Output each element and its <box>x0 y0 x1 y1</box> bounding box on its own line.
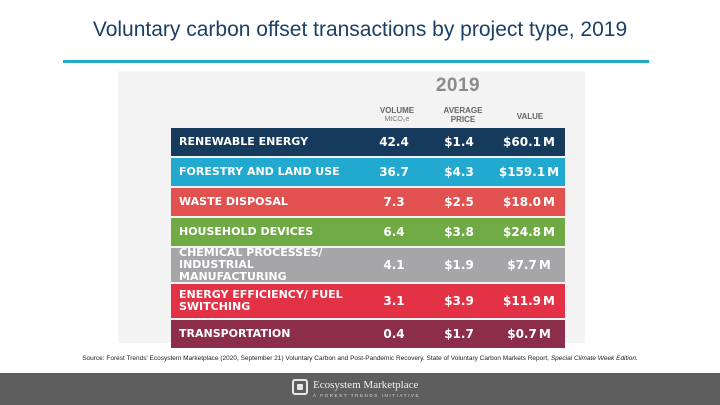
row-value: $7.7 M <box>493 248 565 282</box>
footer-bar <box>0 373 720 405</box>
row-category: HOUSEHOLD DEVICES <box>179 225 314 238</box>
table-row: ENERGY EFFICIENCY/ FUEL SWITCHING 3.1 $3… <box>171 284 565 318</box>
ecosystem-marketplace-logo: Ecosystem Marketplace A FOREST TRENDS IN… <box>292 378 442 402</box>
row-value-unit: M <box>543 135 555 149</box>
row-category: FORESTRY AND LAND USE <box>179 165 340 178</box>
header-average-price: AVERAGE PRICE <box>430 106 496 124</box>
table-row: HOUSEHOLD DEVICES 6.4 $3.8 $24.8 M <box>171 218 565 246</box>
row-volume: 3.1 <box>383 294 405 308</box>
row-value-amount: $159.1 <box>498 165 546 179</box>
source-italic: Special Climate Week Edition. <box>550 355 638 362</box>
project-type-table: RENEWABLE ENERGY 42.4 $1.4 $60.1 M FOREST… <box>171 128 565 350</box>
table-row: CHEMICAL PROCESSES/ INDUSTRIAL MANUFACTU… <box>171 246 565 283</box>
row-value: $18.0 M <box>493 188 565 216</box>
row-price: $1.4 <box>444 135 474 149</box>
header-value: VALUE <box>516 112 544 121</box>
row-value-amount: $0.7 <box>507 327 537 341</box>
source-citation: Source: Forest Trends' Ecosystem Marketp… <box>0 355 720 362</box>
row-value-amount: $60.1 <box>503 135 541 149</box>
row-value-unit: M <box>538 327 551 341</box>
table-row: RENEWABLE ENERGY 42.4 $1.4 $60.1 M <box>171 128 565 156</box>
row-volume: 4.1 <box>383 258 405 272</box>
row-volume: 7.3 <box>383 195 405 209</box>
row-price: $1.9 <box>444 258 474 272</box>
row-volume: 0.4 <box>383 327 405 341</box>
table-row: WASTE DISPOSAL 7.3 $2.5 $18.0 M <box>171 188 565 216</box>
logo-mark-icon <box>292 379 308 395</box>
row-value: $60.1 M <box>493 128 565 156</box>
row-value-unit: M <box>543 195 555 209</box>
row-category: CHEMICAL PROCESSES/ INDUSTRIAL MANUFACTU… <box>179 246 323 283</box>
table-row: TRANSPORTATION 0.4 $1.7 $0.7 M <box>171 320 565 348</box>
row-price: $3.9 <box>444 294 474 308</box>
row-value-amount: $18.0 <box>503 195 541 209</box>
row-category: RENEWABLE ENERGY <box>179 135 309 148</box>
row-price: $4.3 <box>444 165 474 179</box>
row-value: $159.1 M <box>493 158 565 186</box>
row-price: $3.8 <box>444 225 474 239</box>
source-text: Source: Forest Trends' Ecosystem Marketp… <box>82 355 550 362</box>
row-value: $0.7 M <box>493 320 565 348</box>
row-category: ENERGY EFFICIENCY/ FUEL SWITCHING <box>179 288 343 313</box>
logo-tagline: A FOREST TRENDS INITIATIVE <box>313 393 421 398</box>
row-value-amount: $7.7 <box>507 258 537 272</box>
title-divider <box>63 60 649 63</box>
row-volume: 6.4 <box>383 225 405 239</box>
header-price-line2: PRICE <box>450 115 476 124</box>
table-year: 2019 <box>435 75 481 96</box>
row-value-unit: M <box>543 294 555 308</box>
row-category: WASTE DISPOSAL <box>179 195 288 208</box>
row-value-amount: $24.8 <box>503 225 541 239</box>
row-value: $11.9 M <box>493 284 565 318</box>
header-price-line1: AVERAGE <box>443 106 483 115</box>
row-volume: 36.7 <box>379 165 409 179</box>
row-category: TRANSPORTATION <box>179 327 291 340</box>
row-price: $1.7 <box>444 327 474 341</box>
row-value-unit: M <box>543 225 555 239</box>
header-volume: VOLUME MtCO₂e <box>365 106 429 124</box>
row-value-amount: $11.9 <box>503 294 541 308</box>
logo-name: Ecosystem Marketplace <box>313 379 419 391</box>
row-value: $24.8 M <box>493 218 565 246</box>
row-price: $2.5 <box>444 195 474 209</box>
table-row: FORESTRY AND LAND USE 36.7 $4.3 $159.1 M <box>171 158 565 186</box>
row-volume: 42.4 <box>379 135 409 149</box>
header-volume-label: VOLUME <box>379 106 415 115</box>
row-value-unit: M <box>538 258 551 272</box>
header-volume-unit: MtCO₂e <box>384 116 410 123</box>
slide-title: Voluntary carbon offset transactions by … <box>92 18 628 41</box>
row-value-unit: M <box>547 165 560 179</box>
